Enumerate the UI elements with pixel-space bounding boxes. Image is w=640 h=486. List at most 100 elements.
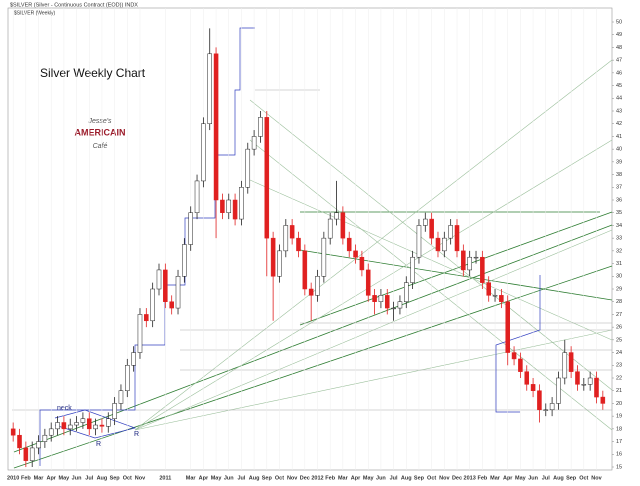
x-tick-label: Mar: [338, 475, 349, 481]
x-tick-label: Aug: [97, 475, 108, 481]
x-tick-label: Aug: [401, 475, 412, 481]
candle-body: [61, 422, 67, 430]
x-tick-label: Oct: [123, 475, 132, 481]
x-tick-label: 2013: [464, 475, 476, 481]
candle-body: [118, 390, 124, 404]
candle-body: [125, 365, 130, 391]
x-tick-label: Sep: [110, 475, 121, 481]
candle-body: [86, 418, 92, 430]
candle-body: [594, 377, 599, 398]
y-tick-label: 49: [616, 32, 622, 38]
x-tick-label: Nov: [591, 475, 602, 481]
candle-body: [454, 225, 460, 252]
y-tick-label: 46: [616, 70, 622, 76]
x-tick-label: Sep: [566, 475, 577, 481]
candle-body: [321, 237, 327, 277]
candle-body: [55, 422, 60, 430]
x-tick-label: Apr: [199, 475, 209, 481]
candle-body: [156, 269, 162, 290]
candle-body: [74, 422, 79, 426]
x-tick-label: Nov: [439, 475, 450, 481]
y-tick-label: 50: [616, 19, 622, 25]
annotation: Silver Weekly Chart: [40, 66, 146, 80]
candle-body: [308, 288, 314, 296]
candle-body: [480, 256, 485, 283]
candle-body: [587, 377, 593, 385]
candle-body: [175, 276, 181, 309]
candle-body: [524, 371, 530, 385]
candle-body: [568, 352, 574, 372]
annotation: R: [96, 441, 101, 448]
candle-body: [150, 288, 155, 322]
candle-body: [435, 237, 441, 252]
logo-text: Jesse's: [87, 118, 112, 125]
candle-body: [518, 358, 523, 372]
candle-body: [194, 180, 200, 213]
candle-body: [48, 428, 54, 436]
candle-body: [36, 441, 41, 449]
candle-body: [334, 212, 339, 220]
candle-body: [17, 434, 22, 449]
logo: Jesse's AMERICAIN Café: [75, 118, 126, 150]
x-tick-label: Nov: [287, 475, 298, 481]
candle-body: [264, 117, 270, 239]
y-tick-label: 36: [616, 197, 622, 203]
candle-body: [207, 53, 213, 124]
x-tick-label: Oct: [427, 475, 436, 481]
candle-body: [99, 424, 105, 427]
x-tick-label: Dec: [452, 475, 462, 481]
x-tick-label: Nov: [135, 475, 146, 481]
x-tick-label: Apr: [351, 475, 361, 481]
candle-body: [283, 225, 289, 252]
y-tick-label: 35: [616, 210, 622, 216]
candle-body: [372, 295, 377, 302]
x-tick-label: Oct: [579, 475, 588, 481]
y-tick-label: 29: [616, 286, 622, 292]
candle-body: [486, 282, 491, 296]
y-tick-label: 31: [616, 261, 622, 267]
x-tick-label: May: [211, 475, 223, 481]
candle-body: [410, 256, 415, 283]
logo-text: Café: [93, 143, 108, 150]
x-tick-label: Mar: [34, 475, 45, 481]
y-tick-label: 43: [616, 108, 622, 114]
y-tick-label: 26: [616, 325, 622, 331]
x-tick-label: Sep: [262, 475, 273, 481]
y-tick-label: 44: [616, 96, 622, 102]
candle-body: [556, 377, 561, 404]
candle-body: [327, 218, 333, 239]
y-tick-label: 40: [616, 147, 622, 153]
candle-body: [429, 218, 434, 239]
annotation: R: [134, 431, 139, 438]
candle-body: [239, 187, 244, 220]
annotation: neck: [57, 405, 72, 412]
candle-body: [93, 424, 98, 430]
candle-body: [258, 117, 263, 137]
y-tick-label: 41: [616, 134, 622, 140]
candle-body: [397, 301, 403, 309]
candle-body: [188, 212, 193, 245]
candle-body: [340, 212, 346, 239]
y-tick-label: 45: [616, 83, 622, 89]
y-tick-label: 47: [616, 58, 622, 64]
y-tick-label: 39: [616, 159, 622, 165]
x-tick-label: Oct: [275, 475, 284, 481]
x-tick-label: Jun: [376, 475, 386, 481]
x-tick-label: Jun: [528, 475, 538, 481]
x-tick-label: May: [515, 475, 527, 481]
candle-body: [23, 447, 29, 461]
candle-body: [537, 390, 542, 411]
candle-body: [353, 250, 358, 258]
plot-frame: [7, 7, 613, 471]
logo-text: AMERICAIN: [75, 127, 126, 137]
candle-body: [42, 434, 48, 442]
candle-body: [182, 244, 187, 277]
candle-body: [213, 53, 219, 201]
candle-body: [105, 418, 111, 427]
y-tick-label: 17: [616, 439, 622, 445]
x-tick-label: Jun: [224, 475, 234, 481]
y-tick-label: 37: [616, 185, 622, 191]
candle-body: [137, 314, 143, 353]
y-tick-label: 33: [616, 236, 622, 242]
